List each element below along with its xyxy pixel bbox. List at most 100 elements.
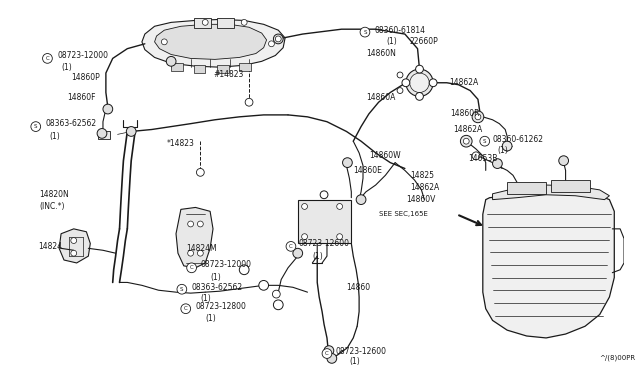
Text: 08723-12800: 08723-12800: [195, 302, 246, 311]
Circle shape: [463, 138, 469, 144]
Text: 08723-12600: 08723-12600: [336, 347, 387, 356]
Bar: [217, 65, 228, 73]
Text: 14860E: 14860E: [353, 166, 382, 175]
Circle shape: [410, 73, 429, 93]
Bar: [551, 180, 590, 192]
Bar: [193, 19, 211, 28]
Circle shape: [202, 19, 208, 25]
Circle shape: [397, 88, 403, 93]
Circle shape: [259, 280, 269, 290]
Circle shape: [559, 156, 568, 166]
Text: 14825: 14825: [410, 171, 434, 180]
Circle shape: [460, 135, 472, 147]
Text: 14824M: 14824M: [186, 244, 216, 253]
Circle shape: [472, 111, 484, 123]
Text: 14860P: 14860P: [71, 73, 100, 82]
Bar: [171, 63, 183, 71]
Text: 14053B: 14053B: [468, 154, 497, 163]
Circle shape: [181, 304, 191, 314]
Text: (1): (1): [312, 251, 323, 261]
Circle shape: [301, 234, 307, 240]
Circle shape: [196, 169, 204, 176]
Circle shape: [161, 39, 167, 45]
Text: C: C: [325, 351, 329, 356]
Circle shape: [360, 27, 370, 37]
Circle shape: [177, 284, 187, 294]
Text: 14860: 14860: [346, 283, 371, 292]
Circle shape: [293, 248, 303, 258]
Circle shape: [273, 290, 280, 298]
Text: S: S: [483, 139, 486, 144]
Text: (1): (1): [210, 273, 221, 282]
Text: C: C: [184, 306, 188, 311]
Circle shape: [187, 263, 196, 273]
Circle shape: [197, 221, 204, 227]
Text: 14862A: 14862A: [454, 125, 483, 134]
Text: (1): (1): [200, 295, 211, 304]
Circle shape: [273, 300, 283, 310]
Circle shape: [71, 250, 77, 256]
Text: 08360-61814: 08360-61814: [374, 26, 426, 35]
Text: 08723-12000: 08723-12000: [57, 51, 108, 60]
Circle shape: [322, 349, 332, 358]
Text: 14862A: 14862A: [410, 183, 439, 192]
Text: (1): (1): [497, 147, 508, 155]
Polygon shape: [142, 19, 285, 67]
Circle shape: [324, 346, 334, 356]
Text: (1): (1): [61, 62, 72, 72]
Circle shape: [402, 79, 410, 87]
Polygon shape: [176, 208, 213, 268]
Text: (1): (1): [387, 37, 397, 46]
Circle shape: [320, 191, 328, 199]
Circle shape: [239, 265, 249, 275]
Circle shape: [126, 126, 136, 136]
Circle shape: [71, 238, 77, 243]
Circle shape: [301, 203, 307, 209]
Circle shape: [397, 72, 403, 78]
Circle shape: [245, 98, 253, 106]
Circle shape: [502, 141, 512, 151]
Text: 14860R: 14860R: [451, 109, 480, 118]
Circle shape: [472, 152, 480, 160]
Text: SEE SEC,165E: SEE SEC,165E: [379, 211, 428, 217]
Circle shape: [327, 353, 337, 363]
Text: 08723-12600: 08723-12600: [299, 239, 349, 248]
Text: C: C: [45, 56, 49, 61]
Circle shape: [493, 159, 502, 169]
Polygon shape: [493, 185, 609, 200]
Text: 08363-62562: 08363-62562: [45, 119, 97, 128]
Text: (INC.*): (INC.*): [40, 202, 65, 211]
Text: 14860W: 14860W: [369, 151, 401, 160]
Text: ^/(8)00PR: ^/(8)00PR: [600, 354, 636, 361]
Text: (1): (1): [349, 357, 360, 366]
Text: 08363-62562: 08363-62562: [191, 283, 243, 292]
Circle shape: [273, 34, 283, 44]
Circle shape: [97, 129, 107, 138]
Circle shape: [475, 114, 481, 120]
Circle shape: [275, 36, 281, 42]
Text: S: S: [180, 287, 184, 292]
Text: (1): (1): [49, 132, 60, 141]
Polygon shape: [59, 229, 90, 263]
Bar: [193, 65, 205, 73]
Text: 14860V: 14860V: [406, 195, 435, 204]
Text: *14823: *14823: [166, 139, 194, 148]
Circle shape: [241, 19, 247, 25]
Circle shape: [286, 241, 296, 251]
Circle shape: [337, 234, 342, 240]
Circle shape: [342, 158, 352, 167]
Text: C: C: [289, 244, 293, 249]
Text: (1): (1): [205, 314, 216, 323]
Circle shape: [31, 122, 40, 131]
Circle shape: [188, 221, 193, 227]
Bar: [507, 182, 546, 194]
Circle shape: [480, 136, 490, 146]
Circle shape: [429, 79, 437, 87]
Text: #14823: #14823: [213, 70, 243, 80]
Text: 14860F: 14860F: [67, 93, 95, 102]
Circle shape: [406, 69, 433, 96]
Circle shape: [197, 250, 204, 256]
Text: 14860N: 14860N: [366, 49, 396, 58]
Circle shape: [43, 54, 52, 63]
Bar: [298, 200, 351, 243]
